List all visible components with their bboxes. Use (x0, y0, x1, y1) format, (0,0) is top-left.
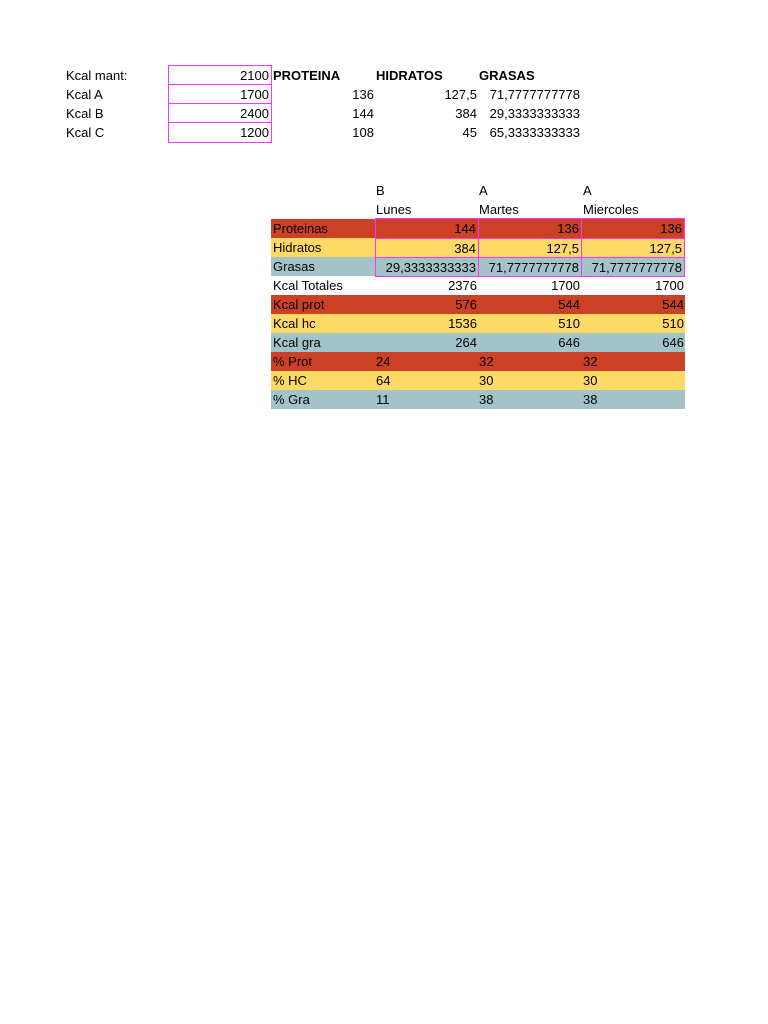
cell-kcal-prot-lunes[interactable]: 576 (455, 297, 477, 312)
row-band-kcal-hc (271, 314, 685, 333)
row-label: % Prot (273, 354, 313, 369)
kcal-mant-cell[interactable]: 2100 (168, 65, 272, 85)
proteina-c[interactable]: 108 (352, 125, 374, 140)
row-label: Proteinas (273, 221, 328, 236)
cell-pct-gra-miercoles[interactable]: 38 (583, 392, 598, 407)
cell-kcal-prot-martes[interactable]: 544 (558, 297, 580, 312)
cell-kcal-prot-miercoles[interactable]: 544 (662, 297, 684, 312)
row-label: Grasas (273, 259, 315, 274)
cell-kcal-hc-miercoles[interactable]: 510 (662, 316, 684, 331)
label-kcal-a: Kcal A (66, 87, 103, 102)
cell-pct-prot-martes[interactable]: 32 (479, 354, 494, 369)
grasas-c[interactable]: 65,3333333333 (489, 125, 580, 140)
cell-pct-gra-martes[interactable]: 38 (479, 392, 494, 407)
cell-kcal-hc-lunes[interactable]: 1536 (448, 316, 477, 331)
grasas-a[interactable]: 71,7777777778 (489, 87, 580, 102)
row-label: % HC (273, 373, 307, 388)
plan-lunes: B (376, 183, 385, 198)
cell-pct-hc-miercoles[interactable]: 30 (583, 373, 598, 388)
row-band-kcal-prot (271, 295, 685, 314)
hidratos-a[interactable]: 127,5 (444, 87, 477, 102)
row-label: Kcal hc (273, 316, 316, 331)
cell-proteinas-miercoles[interactable]: 136 (581, 218, 685, 239)
cell-grasas-lunes[interactable]: 29,3333333333 (375, 257, 479, 277)
cell-pct-prot-lunes[interactable]: 24 (376, 354, 391, 369)
row-band-pct-prot (271, 352, 685, 371)
row-label: Hidratos (273, 240, 322, 255)
cell-kcal-gra-miercoles[interactable]: 646 (662, 335, 684, 350)
cell-grasas-martes[interactable]: 71,7777777778 (478, 257, 582, 277)
cell-pct-prot-miercoles[interactable]: 32 (583, 354, 598, 369)
day-martes: Martes (479, 202, 519, 217)
row-label: Kcal gra (273, 335, 321, 350)
kcal-b-cell[interactable]: 2400 (168, 103, 272, 123)
proteina-b[interactable]: 144 (352, 106, 374, 121)
cell-hidratos-lunes[interactable]: 384 (375, 238, 479, 258)
plan-martes: A (479, 183, 488, 198)
header-grasas: GRASAS (479, 68, 535, 83)
label-kcal-b: Kcal B (66, 106, 104, 121)
hidratos-c[interactable]: 45 (462, 125, 477, 140)
kcal-c-cell[interactable]: 1200 (168, 122, 272, 143)
grasas-b[interactable]: 29,3333333333 (489, 106, 580, 121)
row-band-pct-gra (271, 390, 685, 409)
plan-miercoles: A (583, 183, 592, 198)
day-miercoles: Miercoles (583, 202, 639, 217)
cell-hidratos-martes[interactable]: 127,5 (478, 238, 582, 258)
row-label: Kcal Totales (273, 278, 343, 293)
cell-kcal-totales-miercoles[interactable]: 1700 (655, 278, 684, 293)
day-lunes: Lunes (376, 202, 412, 217)
cell-kcal-hc-martes[interactable]: 510 (558, 316, 580, 331)
row-band-kcal-gra (271, 333, 685, 352)
row-band-pct-hc (271, 371, 685, 390)
hidratos-b[interactable]: 384 (455, 106, 477, 121)
cell-pct-hc-martes[interactable]: 30 (479, 373, 494, 388)
label-kcal-c: Kcal C (66, 125, 105, 140)
label-kcal-mant: Kcal mant: (66, 68, 128, 83)
kcal-a-cell[interactable]: 1700 (168, 84, 272, 104)
row-label: % Gra (273, 392, 310, 407)
cell-proteinas-martes[interactable]: 136 (478, 218, 582, 239)
proteina-a[interactable]: 136 (352, 87, 374, 102)
cell-proteinas-lunes[interactable]: 144 (375, 218, 479, 239)
cell-kcal-totales-martes[interactable]: 1700 (551, 278, 580, 293)
header-hidratos: HIDRATOS (376, 68, 443, 83)
cell-kcal-gra-martes[interactable]: 646 (558, 335, 580, 350)
cell-pct-hc-lunes[interactable]: 64 (376, 373, 391, 388)
cell-hidratos-miercoles[interactable]: 127,5 (581, 238, 685, 258)
header-proteina: PROTEINA (273, 68, 341, 83)
row-label: Kcal prot (273, 297, 325, 312)
cell-grasas-miercoles[interactable]: 71,7777777778 (581, 257, 685, 277)
cell-pct-gra-lunes[interactable]: 11 (376, 392, 390, 407)
cell-kcal-totales-lunes[interactable]: 2376 (448, 278, 477, 293)
cell-kcal-gra-lunes[interactable]: 264 (455, 335, 477, 350)
